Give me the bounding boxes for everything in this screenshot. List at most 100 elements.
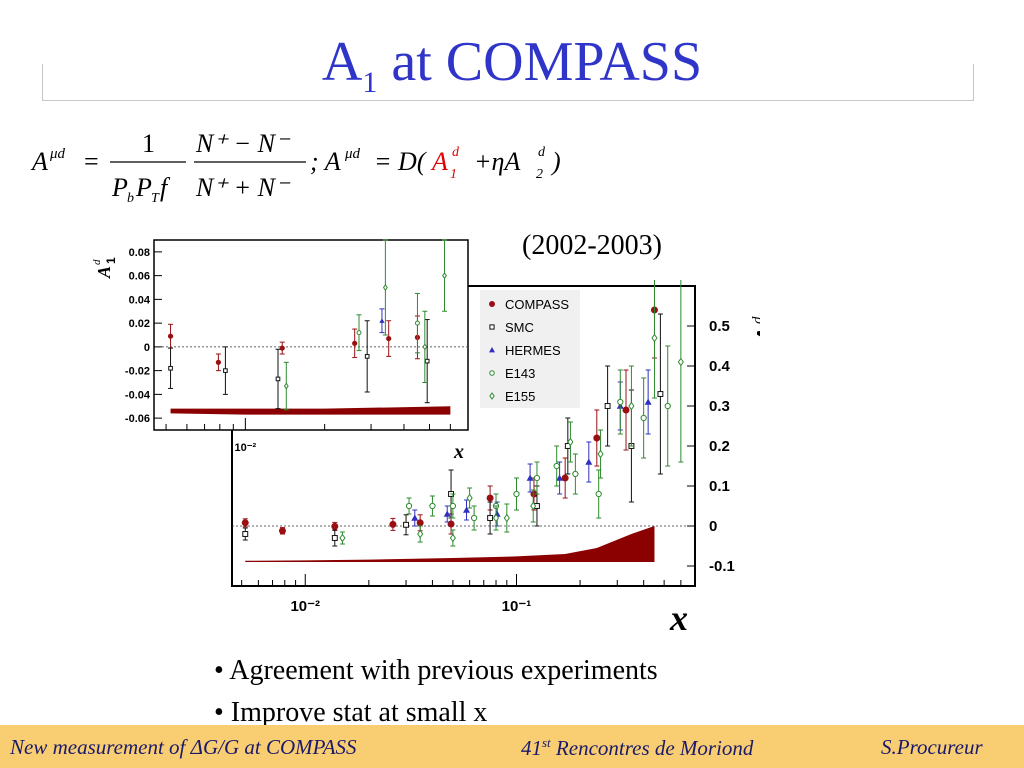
data-point xyxy=(429,502,436,510)
data-point xyxy=(422,343,428,351)
x-tick-label: 10⁻² xyxy=(290,598,320,615)
data-point xyxy=(597,449,604,459)
data-point xyxy=(553,462,560,470)
legend-entry: HERMES xyxy=(505,343,561,358)
data-point xyxy=(449,533,456,543)
data-point xyxy=(489,392,495,400)
data-point xyxy=(352,340,358,346)
formula-lhs-sup: μd xyxy=(49,146,66,162)
y-tick-label: -0.04 xyxy=(125,389,151,401)
data-point xyxy=(411,514,419,521)
formula-rhs-sup: μd xyxy=(344,146,361,162)
data-point xyxy=(595,490,602,498)
data-point xyxy=(331,522,339,530)
footer-conf-name: Rencontres de Moriond xyxy=(550,736,754,760)
data-point xyxy=(651,333,658,343)
frac1-den-pt-sub: T xyxy=(151,191,160,206)
data-point xyxy=(628,401,635,411)
data-point xyxy=(364,354,370,359)
formula-eq: = xyxy=(84,147,99,176)
y-tick-label: 0.04 xyxy=(129,294,151,306)
inset-y-label-a: A xyxy=(94,266,114,279)
data-point xyxy=(604,403,611,409)
data-point xyxy=(278,527,286,535)
y-tick-label: 0.02 xyxy=(129,318,150,330)
data-point xyxy=(489,301,495,307)
data-point xyxy=(449,502,457,510)
data-point xyxy=(640,414,647,422)
frac2-denominator: N⁺ + N⁻ xyxy=(195,173,291,202)
y-tick-label: 0.08 xyxy=(129,247,150,259)
x-axis-label: x xyxy=(669,598,688,638)
data-point xyxy=(241,519,249,527)
data-point xyxy=(617,398,624,406)
title-frame xyxy=(42,64,974,101)
formula-plus-eta: +ηA xyxy=(474,147,520,176)
data-point xyxy=(489,324,495,330)
series-e155 xyxy=(339,280,684,547)
inset-y-label-sup: d xyxy=(91,259,103,265)
y-tick-label: 0.4 xyxy=(709,358,731,375)
footer-conf-number: 41 xyxy=(521,736,542,760)
systematic-error-band xyxy=(245,526,655,562)
data-point xyxy=(466,493,473,503)
y-tick-label: 0 xyxy=(709,518,717,535)
data-point xyxy=(424,358,430,364)
formula-rhs-eq: = D( xyxy=(374,147,427,176)
data-point xyxy=(644,398,652,405)
footer-talk-title: New measurement of ΔG/G at COMPASS xyxy=(10,735,357,759)
data-point xyxy=(403,521,409,528)
data-point xyxy=(223,368,228,373)
bullet-item: • Agreement with previous experiments xyxy=(214,655,658,686)
title-subscript: 1 xyxy=(362,66,378,100)
data-point xyxy=(664,402,671,410)
series-smc xyxy=(242,313,664,547)
series-hermes xyxy=(379,308,385,334)
data-point xyxy=(168,365,173,371)
data-point xyxy=(486,494,494,502)
formula-a1: A xyxy=(430,147,448,176)
data-point xyxy=(414,320,420,326)
legend-box xyxy=(480,290,580,408)
series-hermes xyxy=(411,369,652,527)
data-point xyxy=(167,333,174,339)
data-point xyxy=(492,513,500,523)
inset-a1-chart: -0.06 -0.04 -0.02 0 0.02 0.04 0.06 0.08 10⁻² x Ad 1 xyxy=(91,239,469,463)
y-tick-label: -0.1 xyxy=(709,558,735,575)
data-point xyxy=(677,357,684,367)
data-point xyxy=(379,318,385,323)
data-point xyxy=(622,406,630,414)
series-e155 xyxy=(283,239,447,411)
series-e143 xyxy=(405,345,671,531)
data-point xyxy=(593,434,601,442)
formula-lhs: A xyxy=(30,147,48,176)
formula-a2-sub: 2 xyxy=(536,167,543,182)
data-point xyxy=(463,506,471,513)
data-point xyxy=(567,437,574,447)
inset-y-axis-label: Ad 1 xyxy=(91,257,118,279)
y-tick-label: -0.02 xyxy=(125,366,150,378)
formula-a2-sup: d xyxy=(538,145,546,160)
data-point xyxy=(489,347,495,353)
systematic-error-band xyxy=(170,406,451,415)
series-e143 xyxy=(356,292,420,354)
plot-frame xyxy=(153,239,469,431)
data-point xyxy=(279,345,285,351)
y-tick-label: 0.5 xyxy=(709,318,730,335)
data-point xyxy=(530,501,537,511)
frac1-den-pb: P xyxy=(111,173,128,202)
y-tick-label: 0 xyxy=(144,342,150,354)
data-point xyxy=(489,370,495,376)
formula-sep: ; A xyxy=(310,147,341,176)
y-tick-label: 0.1 xyxy=(709,478,730,495)
data-point xyxy=(382,284,388,291)
y-tick-label: -0.06 xyxy=(125,413,150,425)
data-point xyxy=(417,529,424,539)
inset-y-label-sub: 1 xyxy=(104,257,118,264)
footer-conf-sup: st xyxy=(542,735,551,750)
asymmetry-formula: A μd = 1 P b P T f N⁺ − N⁻ N⁺ + N⁻ ; A μ… xyxy=(30,129,561,206)
title-a: A xyxy=(321,31,363,93)
formula-a1-sub: 1 xyxy=(450,167,457,182)
x-tick-label: 10⁻² xyxy=(235,442,257,454)
slide-title: A1 at COMPASS xyxy=(0,30,1024,115)
